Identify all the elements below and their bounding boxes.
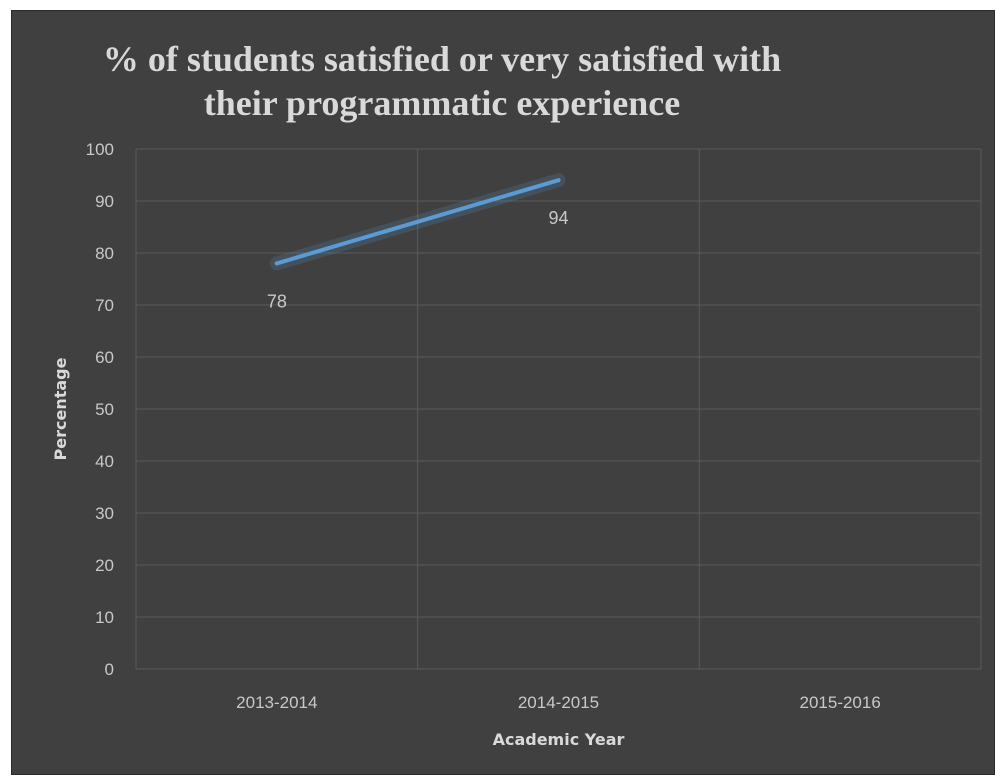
y-axis-title: Percentage: [51, 357, 70, 460]
data-point: [274, 261, 279, 266]
y-tick-label: 40: [95, 452, 114, 471]
y-tick-label: 80: [95, 244, 114, 263]
x-axis-ticks: 2013-2014 2014-2015 2015-2016: [236, 693, 881, 712]
y-tick-label: 10: [95, 608, 114, 627]
chart-title-line-1: % of students satisfied or very satisfie…: [102, 39, 782, 79]
data-label: 78: [267, 291, 287, 311]
y-tick-label: 60: [95, 348, 114, 367]
y-tick-label: 0: [105, 660, 114, 679]
x-tick-label: 2015-2016: [800, 693, 881, 712]
y-axis-ticks: 0 10 20 30 40 50 60 70 80 90 100: [86, 140, 114, 679]
y-tick-label: 90: [95, 192, 114, 211]
series: [269, 173, 566, 271]
y-tick-label: 50: [95, 400, 114, 419]
data-point: [556, 178, 561, 183]
y-tick-label: 70: [95, 296, 114, 315]
data-labels: 78 94: [267, 208, 569, 311]
chart-title: % of students satisfied or very satisfie…: [12, 37, 872, 125]
gridlines: [135, 148, 982, 670]
y-tick-label: 100: [86, 140, 114, 159]
x-tick-label: 2013-2014: [236, 693, 317, 712]
chart-area: % of students satisfied or very satisfie…: [11, 10, 995, 775]
chart-title-line-2: their programmatic experience: [203, 83, 681, 123]
series-line: [274, 178, 561, 266]
y-tick-label: 30: [95, 504, 114, 523]
x-tick-label: 2014-2015: [518, 693, 599, 712]
line-chart: 0 10 20 30 40 50 60 70 80 90 100 2013-2014 2014-201…: [51, 140, 982, 749]
y-tick-label: 20: [95, 556, 114, 575]
data-label: 94: [548, 208, 568, 228]
x-axis-title: Academic Year: [493, 730, 625, 749]
